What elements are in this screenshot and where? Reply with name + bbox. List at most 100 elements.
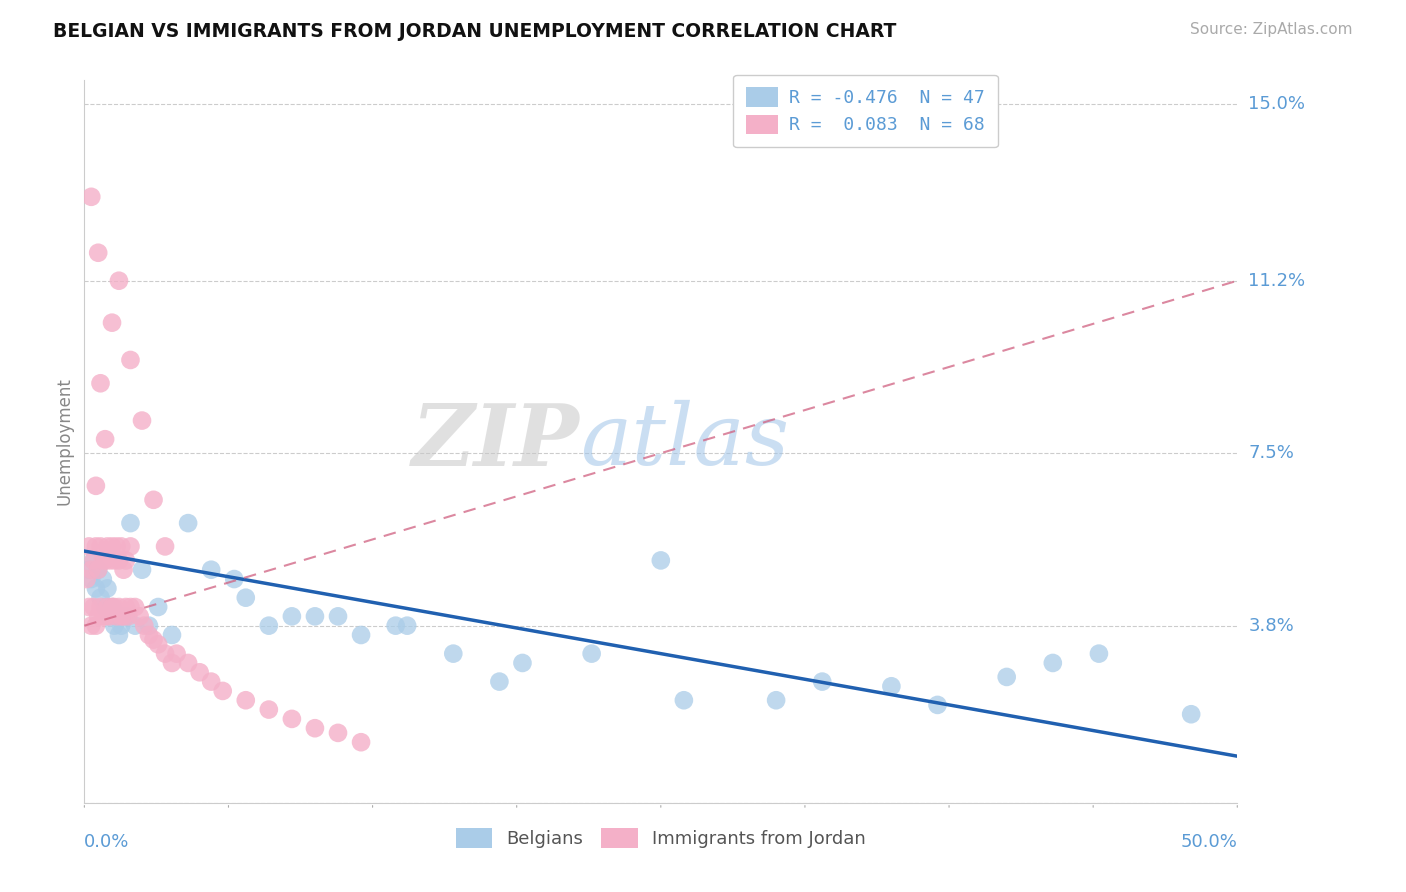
Legend: Belgians, Immigrants from Jordan: Belgians, Immigrants from Jordan bbox=[449, 821, 873, 855]
Point bbox=[115, 553, 138, 567]
Point bbox=[108, 628, 131, 642]
Point bbox=[138, 628, 160, 642]
Point bbox=[235, 693, 257, 707]
Point bbox=[101, 316, 124, 330]
Text: 50.0%: 50.0% bbox=[1181, 833, 1237, 851]
Point bbox=[177, 516, 200, 530]
Point bbox=[1180, 707, 1202, 722]
Text: 3.8%: 3.8% bbox=[1249, 616, 1294, 635]
Point bbox=[108, 600, 131, 615]
Text: BELGIAN VS IMMIGRANTS FROM JORDAN UNEMPLOYMENT CORRELATION CHART: BELGIAN VS IMMIGRANTS FROM JORDAN UNEMPL… bbox=[53, 22, 897, 41]
Point bbox=[84, 540, 107, 554]
Point bbox=[91, 609, 114, 624]
Point bbox=[124, 618, 146, 632]
Point bbox=[89, 540, 111, 554]
Point bbox=[146, 637, 169, 651]
Point bbox=[83, 600, 105, 615]
Point bbox=[87, 563, 110, 577]
Point bbox=[581, 647, 603, 661]
Point bbox=[927, 698, 949, 712]
Point bbox=[120, 516, 142, 530]
Point bbox=[76, 572, 98, 586]
Point bbox=[142, 632, 165, 647]
Text: atlas: atlas bbox=[581, 401, 789, 483]
Point bbox=[131, 413, 153, 427]
Point bbox=[110, 609, 132, 624]
Point bbox=[350, 628, 373, 642]
Point bbox=[77, 563, 100, 577]
Point bbox=[160, 628, 183, 642]
Point bbox=[1042, 656, 1064, 670]
Text: 7.5%: 7.5% bbox=[1249, 444, 1295, 462]
Point bbox=[94, 432, 117, 446]
Point bbox=[672, 693, 695, 707]
Point bbox=[108, 274, 131, 288]
Point bbox=[142, 492, 165, 507]
Point bbox=[108, 553, 131, 567]
Point bbox=[105, 540, 128, 554]
Point bbox=[112, 563, 135, 577]
Point bbox=[188, 665, 211, 680]
Point bbox=[98, 609, 121, 624]
Point bbox=[80, 190, 103, 204]
Text: ZIP: ZIP bbox=[412, 400, 581, 483]
Point bbox=[281, 712, 304, 726]
Point bbox=[811, 674, 834, 689]
Point bbox=[91, 553, 114, 567]
Point bbox=[441, 647, 464, 661]
Point bbox=[131, 563, 153, 577]
Point bbox=[1088, 647, 1111, 661]
Point bbox=[160, 656, 183, 670]
Point bbox=[98, 609, 121, 624]
Point bbox=[87, 563, 110, 577]
Y-axis label: Unemployment: Unemployment bbox=[55, 377, 73, 506]
Point bbox=[83, 553, 105, 567]
Point bbox=[211, 684, 233, 698]
Point bbox=[120, 540, 142, 554]
Point bbox=[765, 693, 787, 707]
Point bbox=[117, 609, 139, 624]
Point bbox=[995, 670, 1018, 684]
Point bbox=[177, 656, 200, 670]
Point bbox=[89, 376, 111, 391]
Point bbox=[134, 618, 156, 632]
Point bbox=[166, 647, 188, 661]
Point bbox=[80, 563, 103, 577]
Point bbox=[110, 540, 132, 554]
Point bbox=[91, 572, 114, 586]
Point bbox=[120, 600, 142, 615]
Point bbox=[384, 618, 406, 632]
Point bbox=[304, 609, 326, 624]
Point bbox=[77, 540, 100, 554]
Point bbox=[87, 245, 110, 260]
Point bbox=[124, 600, 146, 615]
Point bbox=[153, 647, 176, 661]
Point bbox=[101, 600, 124, 615]
Point bbox=[94, 600, 117, 615]
Point bbox=[304, 721, 326, 735]
Point bbox=[94, 553, 117, 567]
Point bbox=[326, 609, 349, 624]
Point bbox=[200, 563, 222, 577]
Point bbox=[84, 479, 107, 493]
Point bbox=[146, 600, 169, 615]
Point bbox=[257, 702, 280, 716]
Point bbox=[650, 553, 672, 567]
Point bbox=[512, 656, 534, 670]
Point bbox=[257, 618, 280, 632]
Text: 15.0%: 15.0% bbox=[1249, 95, 1305, 112]
Point bbox=[224, 572, 246, 586]
Point bbox=[128, 609, 150, 624]
Text: 11.2%: 11.2% bbox=[1249, 272, 1306, 290]
Point bbox=[94, 609, 117, 624]
Point bbox=[112, 609, 135, 624]
Text: Source: ZipAtlas.com: Source: ZipAtlas.com bbox=[1189, 22, 1353, 37]
Point bbox=[326, 726, 349, 740]
Point bbox=[396, 618, 419, 632]
Point bbox=[96, 540, 118, 554]
Point bbox=[115, 600, 138, 615]
Point bbox=[101, 540, 124, 554]
Point bbox=[880, 679, 903, 693]
Point bbox=[98, 553, 121, 567]
Point bbox=[89, 600, 111, 615]
